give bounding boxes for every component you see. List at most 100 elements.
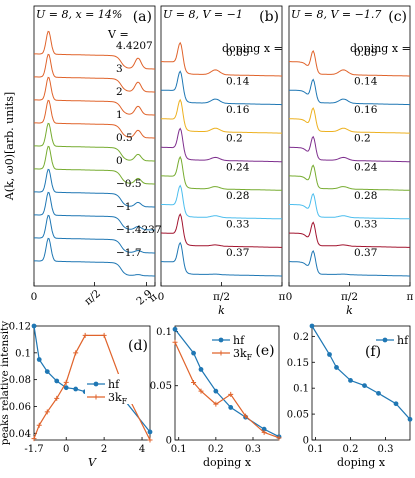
curve-label: 0.28 bbox=[226, 190, 249, 202]
data-point bbox=[172, 326, 178, 332]
curve-label: −0.5 bbox=[116, 178, 142, 190]
spectral-curve bbox=[161, 184, 283, 220]
curve-label: 0.5 bbox=[116, 132, 133, 144]
panel-label: (e) bbox=[255, 343, 274, 359]
curve-label: 1 bbox=[116, 109, 123, 121]
data-point bbox=[54, 378, 60, 384]
spectral-curve bbox=[34, 191, 155, 231]
data-point bbox=[198, 388, 204, 394]
spectral-curve bbox=[289, 50, 410, 77]
curve-label: 0.24 bbox=[354, 161, 378, 173]
x-axis-label: V bbox=[88, 456, 97, 469]
legend-label-subscript: F bbox=[247, 353, 253, 362]
y-tick-label: 0.1 bbox=[156, 327, 172, 338]
curve-label: −1.4237 bbox=[116, 224, 162, 236]
panel-label: (b) bbox=[259, 9, 279, 25]
panel-label: (a) bbox=[133, 9, 152, 25]
x-tick-label: 0.3 bbox=[245, 444, 261, 455]
spectral-curve bbox=[34, 30, 155, 70]
data-point bbox=[44, 409, 50, 415]
curve-label: 0.14 bbox=[226, 76, 250, 88]
spectral-curve bbox=[161, 41, 282, 77]
data-point bbox=[362, 383, 367, 388]
x-tick-label: 0.1 bbox=[171, 444, 187, 455]
panel-label: (c) bbox=[388, 9, 407, 25]
spectral-panels: U = 8, x = 14% (a) V =4.4207 3 2 1 0.5 0 −0.5 −1 −… bbox=[3, 5, 414, 317]
data-point bbox=[54, 395, 60, 401]
x-tick-label: π/2 bbox=[213, 291, 230, 303]
panel-a: U = 8, x = 14% (a) V =4.4207 3 2 1 0.5 0 −0.5 −1 −… bbox=[3, 5, 162, 308]
list-title: V = bbox=[107, 28, 129, 41]
x-axis-label: doping x bbox=[203, 456, 252, 469]
data-point bbox=[147, 437, 153, 443]
x-tick-label: 0.3 bbox=[378, 444, 394, 455]
x-tick-label: 0 bbox=[63, 444, 69, 455]
data-point bbox=[276, 435, 282, 441]
spectral-curve bbox=[288, 107, 410, 134]
y-tick-label: 0.05 bbox=[287, 410, 309, 421]
x-tick-label: 0 bbox=[31, 291, 38, 303]
data-point bbox=[31, 323, 37, 329]
y-axis-label: peaks relative intensity bbox=[0, 321, 11, 445]
legend-label-subscript: F bbox=[122, 397, 128, 406]
curve-label: 0.09 bbox=[354, 47, 377, 59]
spectral-curve bbox=[161, 155, 282, 191]
y-tick-label: 0.2 bbox=[293, 332, 309, 343]
data-point bbox=[228, 391, 234, 397]
x-tick-label: 4 bbox=[139, 444, 145, 455]
x-tick-label: 0.2 bbox=[343, 444, 359, 455]
spectral-curve bbox=[288, 221, 410, 248]
spectral-curve bbox=[289, 78, 410, 106]
spectral-curve bbox=[289, 135, 410, 163]
curve-label: 0.37 bbox=[226, 247, 249, 259]
spectral-curve bbox=[34, 122, 155, 162]
data-point bbox=[261, 426, 267, 432]
curve-label: 0.16 bbox=[354, 104, 378, 116]
curve-label: 2 bbox=[116, 86, 123, 98]
panel-header: U = 8, V = −1 bbox=[163, 8, 243, 21]
legend-label: hf bbox=[108, 378, 120, 391]
spectral-curve bbox=[34, 53, 155, 93]
data-point bbox=[36, 357, 42, 362]
legend-marker bbox=[218, 350, 224, 356]
series-line bbox=[33, 334, 151, 441]
curve-label: −1.7 bbox=[116, 247, 142, 259]
spectral-curve bbox=[34, 99, 155, 139]
data-point bbox=[243, 413, 249, 419]
data-point bbox=[82, 332, 88, 338]
panel-header: U = 8, V = −1.7 bbox=[291, 8, 381, 21]
spectral-curve bbox=[34, 237, 155, 277]
y-tick-label: 0.08 bbox=[9, 375, 31, 386]
curve-label: 0.33 bbox=[354, 218, 377, 230]
y-tick-label: 0.04 bbox=[9, 429, 31, 440]
panel-label: (d) bbox=[128, 338, 148, 354]
x-tick-label: π bbox=[279, 291, 286, 303]
legend-marker bbox=[93, 381, 99, 387]
x-tick-label: 0 bbox=[286, 291, 293, 303]
spectral-curve bbox=[34, 145, 155, 185]
curve-label: 0.09 bbox=[226, 47, 249, 59]
x-tick-label: 2 bbox=[101, 444, 107, 455]
legend-label: hf bbox=[397, 334, 409, 347]
curve-label: 0.16 bbox=[226, 104, 250, 116]
curve-label: 3 bbox=[116, 63, 123, 75]
x-axis-label: doping x bbox=[337, 456, 386, 469]
x-tick-label: π/2 bbox=[341, 291, 358, 303]
spectral-curve bbox=[289, 250, 410, 277]
data-point bbox=[191, 379, 197, 385]
panel-header: U = 8, x = 14% bbox=[36, 8, 122, 21]
list-title: doping x = bbox=[222, 42, 283, 55]
curve-label: 0.37 bbox=[354, 247, 377, 259]
legend-marker bbox=[382, 337, 388, 343]
data-point bbox=[309, 323, 315, 329]
axes-frame bbox=[311, 325, 411, 441]
legend-marker bbox=[218, 337, 224, 343]
curve-label: 0.2 bbox=[354, 133, 371, 145]
data-point bbox=[393, 401, 399, 407]
data-point bbox=[101, 332, 107, 338]
data-point bbox=[147, 429, 153, 435]
panel-b: U = 8, V = −1 (b) doping x =0.09 0.14 0.16 0.… bbox=[158, 5, 286, 317]
data-point bbox=[376, 390, 381, 396]
